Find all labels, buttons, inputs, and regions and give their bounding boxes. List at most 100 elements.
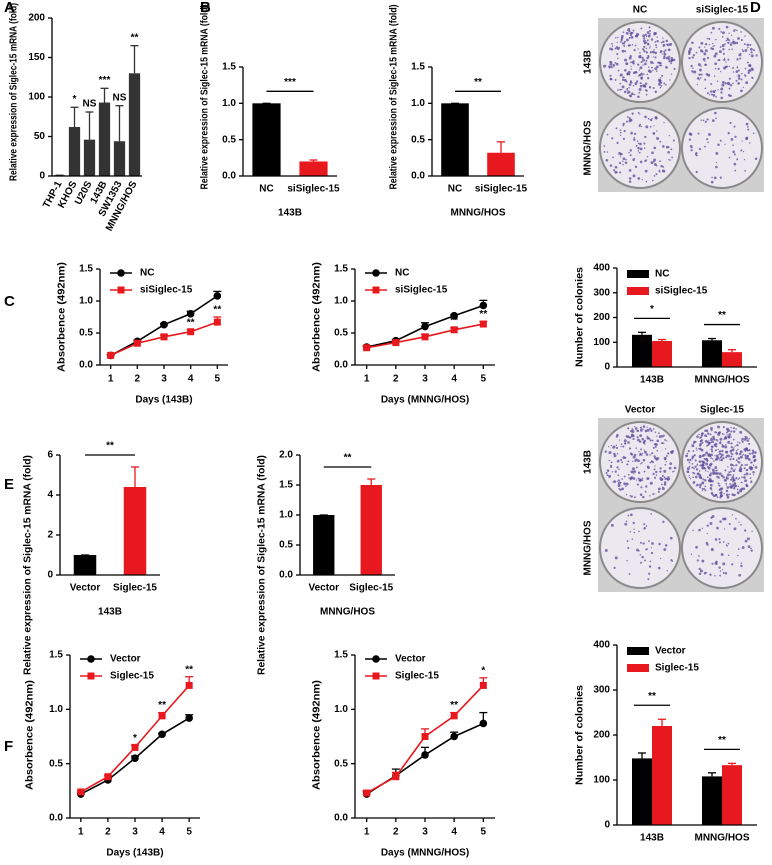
colony-dot — [746, 537, 750, 541]
colony-dot — [617, 69, 620, 72]
colony-dot — [650, 551, 654, 555]
colony-dot — [617, 89, 619, 91]
colony-dot — [716, 456, 720, 460]
colony-dot — [688, 56, 691, 60]
colony-dot — [739, 466, 742, 468]
y-tick-label: 0.5 — [222, 134, 236, 145]
x-tick-label: siSiglec-15 — [475, 184, 528, 195]
colony-dot — [619, 154, 622, 156]
colony-dot — [697, 472, 700, 475]
colony-dot — [710, 441, 713, 444]
colony-dot — [707, 141, 709, 144]
y-tick-label: 2 — [47, 530, 53, 541]
colony-dot — [617, 36, 619, 39]
colony-dot — [725, 444, 727, 446]
bar — [128, 73, 141, 176]
colony-dot — [739, 57, 742, 60]
colony-dot — [639, 84, 643, 88]
colony-dot — [735, 464, 738, 467]
colony-dot — [710, 47, 713, 50]
colony-dot — [698, 444, 702, 447]
colony-dot — [622, 160, 624, 163]
colony-dot — [714, 442, 718, 446]
colony-dot — [718, 50, 722, 54]
colony-dot — [657, 490, 660, 493]
colony-dot — [732, 144, 734, 147]
colony-dot — [701, 466, 705, 470]
colony-dot — [663, 456, 667, 460]
colony-dot — [691, 444, 695, 448]
colony-dot — [616, 452, 619, 455]
colony-dot — [628, 573, 631, 575]
colony-dot — [730, 446, 734, 449]
colony-dot — [662, 56, 666, 60]
marker — [450, 712, 458, 720]
colony-dot — [704, 470, 707, 472]
colony-dot — [714, 574, 716, 577]
colony-dot — [648, 540, 650, 542]
colony-dot — [725, 482, 727, 485]
colony-dot — [741, 440, 744, 443]
colony-dot — [707, 466, 711, 470]
colony-dot — [722, 562, 726, 566]
colony-dot — [747, 71, 751, 75]
bar — [113, 141, 126, 176]
colony-dot — [754, 466, 758, 469]
colony-dot — [750, 64, 752, 66]
colony-dot — [730, 463, 733, 467]
colony-dot — [637, 48, 639, 50]
colony-dot — [708, 133, 711, 136]
colony-dot — [633, 470, 637, 473]
colony-dot — [611, 137, 614, 140]
colony-dot — [663, 50, 666, 53]
colony-dot — [653, 146, 657, 150]
colony-dot — [717, 440, 719, 442]
colony-dot — [698, 555, 700, 557]
colony-dot — [724, 445, 728, 449]
colony-dot — [752, 49, 755, 52]
colony-dot — [621, 487, 624, 491]
colony-dot — [621, 85, 625, 89]
colony-dot — [696, 449, 698, 451]
x-tick-label: 143B — [640, 833, 664, 844]
colony-dot — [740, 482, 742, 484]
colony-dot — [647, 578, 650, 581]
colony-dot — [623, 90, 627, 94]
colony-dot — [629, 452, 633, 455]
colony-dot — [735, 484, 738, 488]
colony-dot — [663, 548, 667, 551]
colony-dot — [641, 479, 644, 481]
colony-dot — [729, 473, 732, 476]
colony-dot — [623, 76, 625, 79]
colony-dot — [660, 49, 663, 53]
legend-marker — [87, 672, 95, 680]
colony-dot — [746, 439, 750, 442]
colony-dot — [662, 145, 665, 148]
colony-dot — [739, 430, 743, 434]
colony-dot — [665, 145, 669, 149]
colony-dot — [721, 449, 724, 453]
colony-dot — [607, 470, 610, 472]
colony-dot — [744, 479, 748, 483]
colony-dot — [719, 176, 722, 179]
colony-dot — [613, 480, 617, 483]
colony-dot — [711, 176, 713, 179]
colony-dot — [720, 71, 722, 73]
marker — [160, 320, 168, 329]
colony-dot — [715, 165, 718, 169]
significance-label: *** — [99, 75, 111, 86]
colony-dot — [704, 439, 708, 443]
colony-dot — [652, 179, 654, 182]
colony-dot — [745, 484, 748, 487]
colony-dot — [644, 559, 646, 562]
colony-dot — [735, 428, 737, 430]
colony-dot — [733, 29, 736, 32]
colony-dot — [694, 459, 697, 462]
colony-dot — [721, 444, 725, 448]
colony-dot — [633, 138, 636, 141]
colony-dot — [688, 132, 692, 136]
colony-dot — [698, 68, 702, 72]
colony-dot — [641, 437, 644, 441]
x-tick-label: 1 — [108, 374, 114, 385]
colony-dot — [720, 30, 723, 33]
